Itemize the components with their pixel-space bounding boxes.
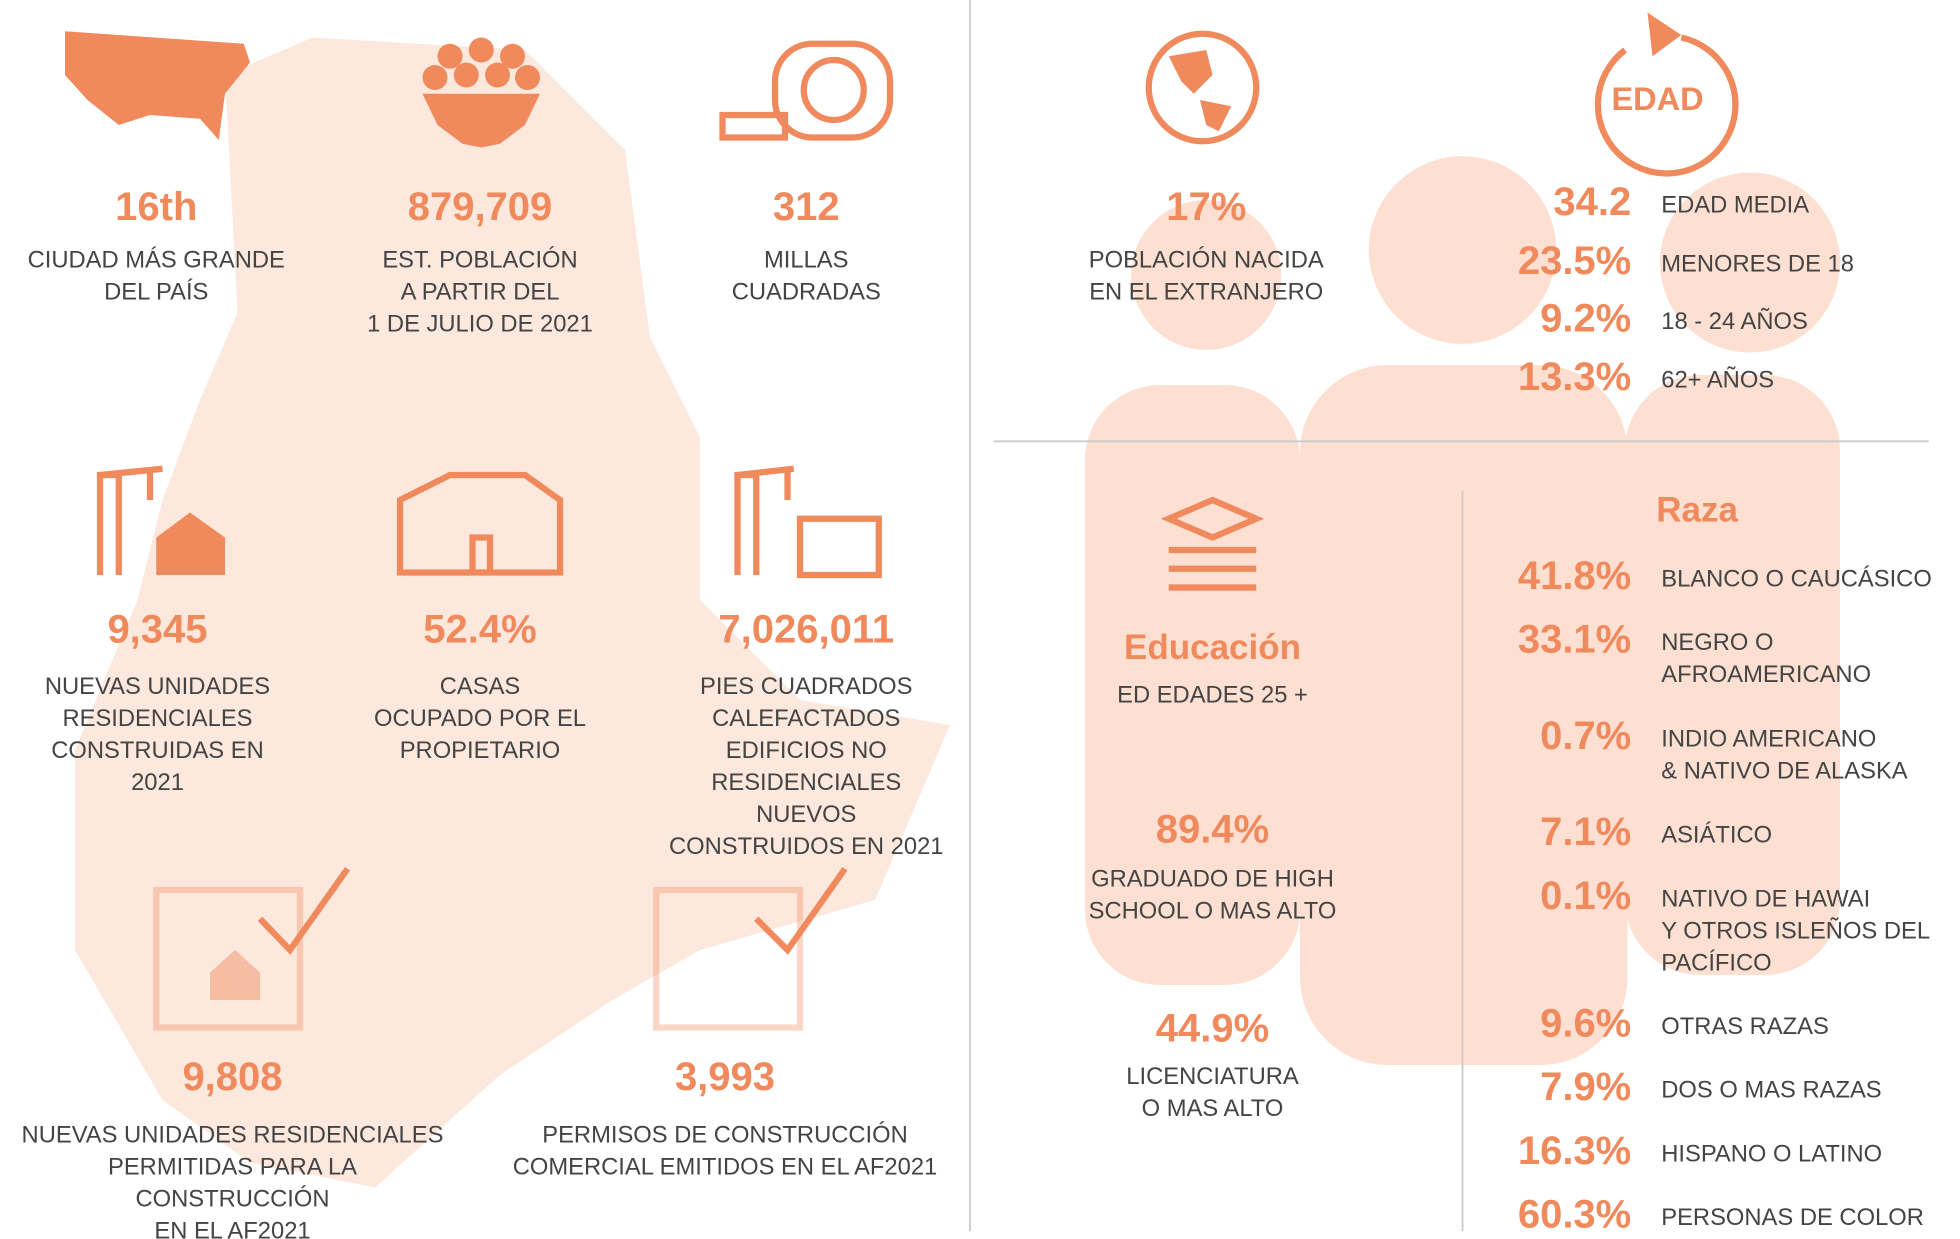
row-label: PERSONAS DE COLOR	[1661, 1204, 1924, 1231]
stat-label: RESIDENCIALES	[62, 705, 252, 732]
stat-label: MILLAS	[764, 247, 848, 274]
row-label: 62+ AÑOS	[1661, 367, 1774, 394]
stat-label: PERMITIDAS PARA LA	[108, 1154, 357, 1181]
stat-label: PIES CUADRADOS	[700, 673, 912, 700]
stat-value: 9,345	[107, 608, 207, 652]
stat-label: RESIDENCIALES	[711, 769, 901, 796]
row-label: EDAD MEDIA	[1661, 192, 1809, 219]
stat-label: GRADUADO DE HIGH	[1091, 865, 1334, 892]
row-value: 7.1%	[1540, 810, 1631, 854]
row-label: HISPANO O LATINO	[1661, 1140, 1882, 1167]
stat-label: CONSTRUIDAS EN	[51, 737, 263, 764]
stat-label: NUEVOS	[756, 801, 856, 828]
stat-label: EN EL EXTRANJERO	[1089, 279, 1323, 306]
stat-label: 2021	[131, 769, 184, 796]
stat-value: 44.9%	[1156, 1006, 1269, 1050]
edad-icon-label: EDAD	[1611, 81, 1703, 117]
row-label: Y OTROS ISLEÑOS DEL	[1661, 917, 1930, 944]
row-value: 41.8%	[1518, 554, 1631, 598]
stat-label: NUEVAS UNIDADES RESIDENCIALES	[22, 1122, 444, 1149]
stat-label: 1 DE JULIO DE 2021	[367, 311, 593, 338]
row-label: ASIÁTICO	[1661, 822, 1772, 849]
educacion-subtitle: ED EDADES 25 +	[1117, 682, 1308, 709]
stat-label: CUADRADAS	[732, 279, 881, 306]
stat-label: PROPIETARIO	[400, 737, 561, 764]
stat-value: 52.4%	[423, 608, 536, 652]
stat-label: O MAS ALTO	[1142, 1095, 1284, 1122]
dividers	[969, 0, 1929, 1232]
row-label: NATIVO DE HAWAI	[1661, 885, 1870, 912]
row-label: BLANCO O CAUCÁSICO	[1661, 565, 1932, 592]
stat-value: 7,026,011	[718, 608, 894, 652]
stat-value: 9,808	[182, 1055, 282, 1099]
row-value: 0.1%	[1540, 874, 1631, 918]
stat-label: A PARTIR DEL	[401, 279, 560, 306]
row-value: 60.3%	[1518, 1193, 1631, 1237]
row-label: PACÍFICO	[1661, 949, 1771, 976]
stat-value: 17%	[1166, 185, 1246, 229]
raza-title: Raza	[1656, 490, 1738, 529]
row-value: 0.7%	[1540, 714, 1631, 758]
row-value: 9.6%	[1540, 1001, 1631, 1045]
stat-label: EN EL AF2021	[154, 1218, 310, 1239]
row-label: 18 - 24 AÑOS	[1661, 308, 1808, 335]
row-value: 23.5%	[1518, 239, 1631, 283]
stat-value: 16th	[115, 185, 197, 229]
row-label: DOS O MAS RAZAS	[1661, 1077, 1881, 1104]
stat-label: OCUPADO POR EL	[374, 705, 586, 732]
row-label: AFROAMERICANO	[1661, 661, 1871, 688]
stat-label: CONSTRUIDOS EN 2021	[669, 833, 944, 860]
row-value: 9.2%	[1540, 296, 1631, 340]
educacion-title: Educación	[1124, 628, 1301, 667]
stat-label: CALEFACTADOS	[712, 705, 900, 732]
row-value: 16.3%	[1518, 1129, 1631, 1173]
stat-label: CASAS	[440, 673, 521, 700]
background	[75, 37, 1840, 1188]
stat-value: 89.4%	[1156, 808, 1269, 852]
row-label: OTRAS RAZAS	[1661, 1013, 1829, 1040]
stat-label: EDIFICIOS NO	[726, 737, 887, 764]
row-value: 13.3%	[1518, 355, 1631, 399]
row-label: NEGRO O	[1661, 629, 1773, 656]
stat-label: POBLACIÓN NACIDA	[1089, 247, 1324, 274]
stat-label: LICENCIATURA	[1126, 1063, 1299, 1090]
icons: EDAD	[65, 12, 1739, 1031]
row-value: 34.2	[1553, 180, 1631, 224]
row-value: 7.9%	[1540, 1065, 1631, 1109]
stat-label: PERMISOS DE CONSTRUCCIÓN	[542, 1122, 908, 1149]
stat-label: CONSTRUCCIÓN	[136, 1186, 330, 1213]
row-value: 33.1%	[1518, 618, 1631, 662]
row-label: & NATIVO DE ALASKA	[1661, 757, 1908, 784]
stat-value: 312	[773, 185, 840, 229]
stat-label: EST. POBLACIÓN	[382, 247, 577, 274]
stat-label: NUEVAS UNIDADES	[45, 673, 270, 700]
stat-label: COMERCIAL EMITIDOS EN EL AF2021	[513, 1154, 938, 1181]
stat-value: 879,709	[408, 185, 553, 229]
stat-label: CIUDAD MÁS GRANDE	[28, 247, 285, 274]
row-label: INDIO AMERICANO	[1661, 725, 1876, 752]
stat-value: 3,993	[675, 1055, 775, 1099]
row-label: MENORES DE 18	[1661, 250, 1854, 277]
stat-label: SCHOOL O MAS ALTO	[1089, 897, 1337, 924]
stat-label: DEL PAÍS	[104, 279, 208, 306]
